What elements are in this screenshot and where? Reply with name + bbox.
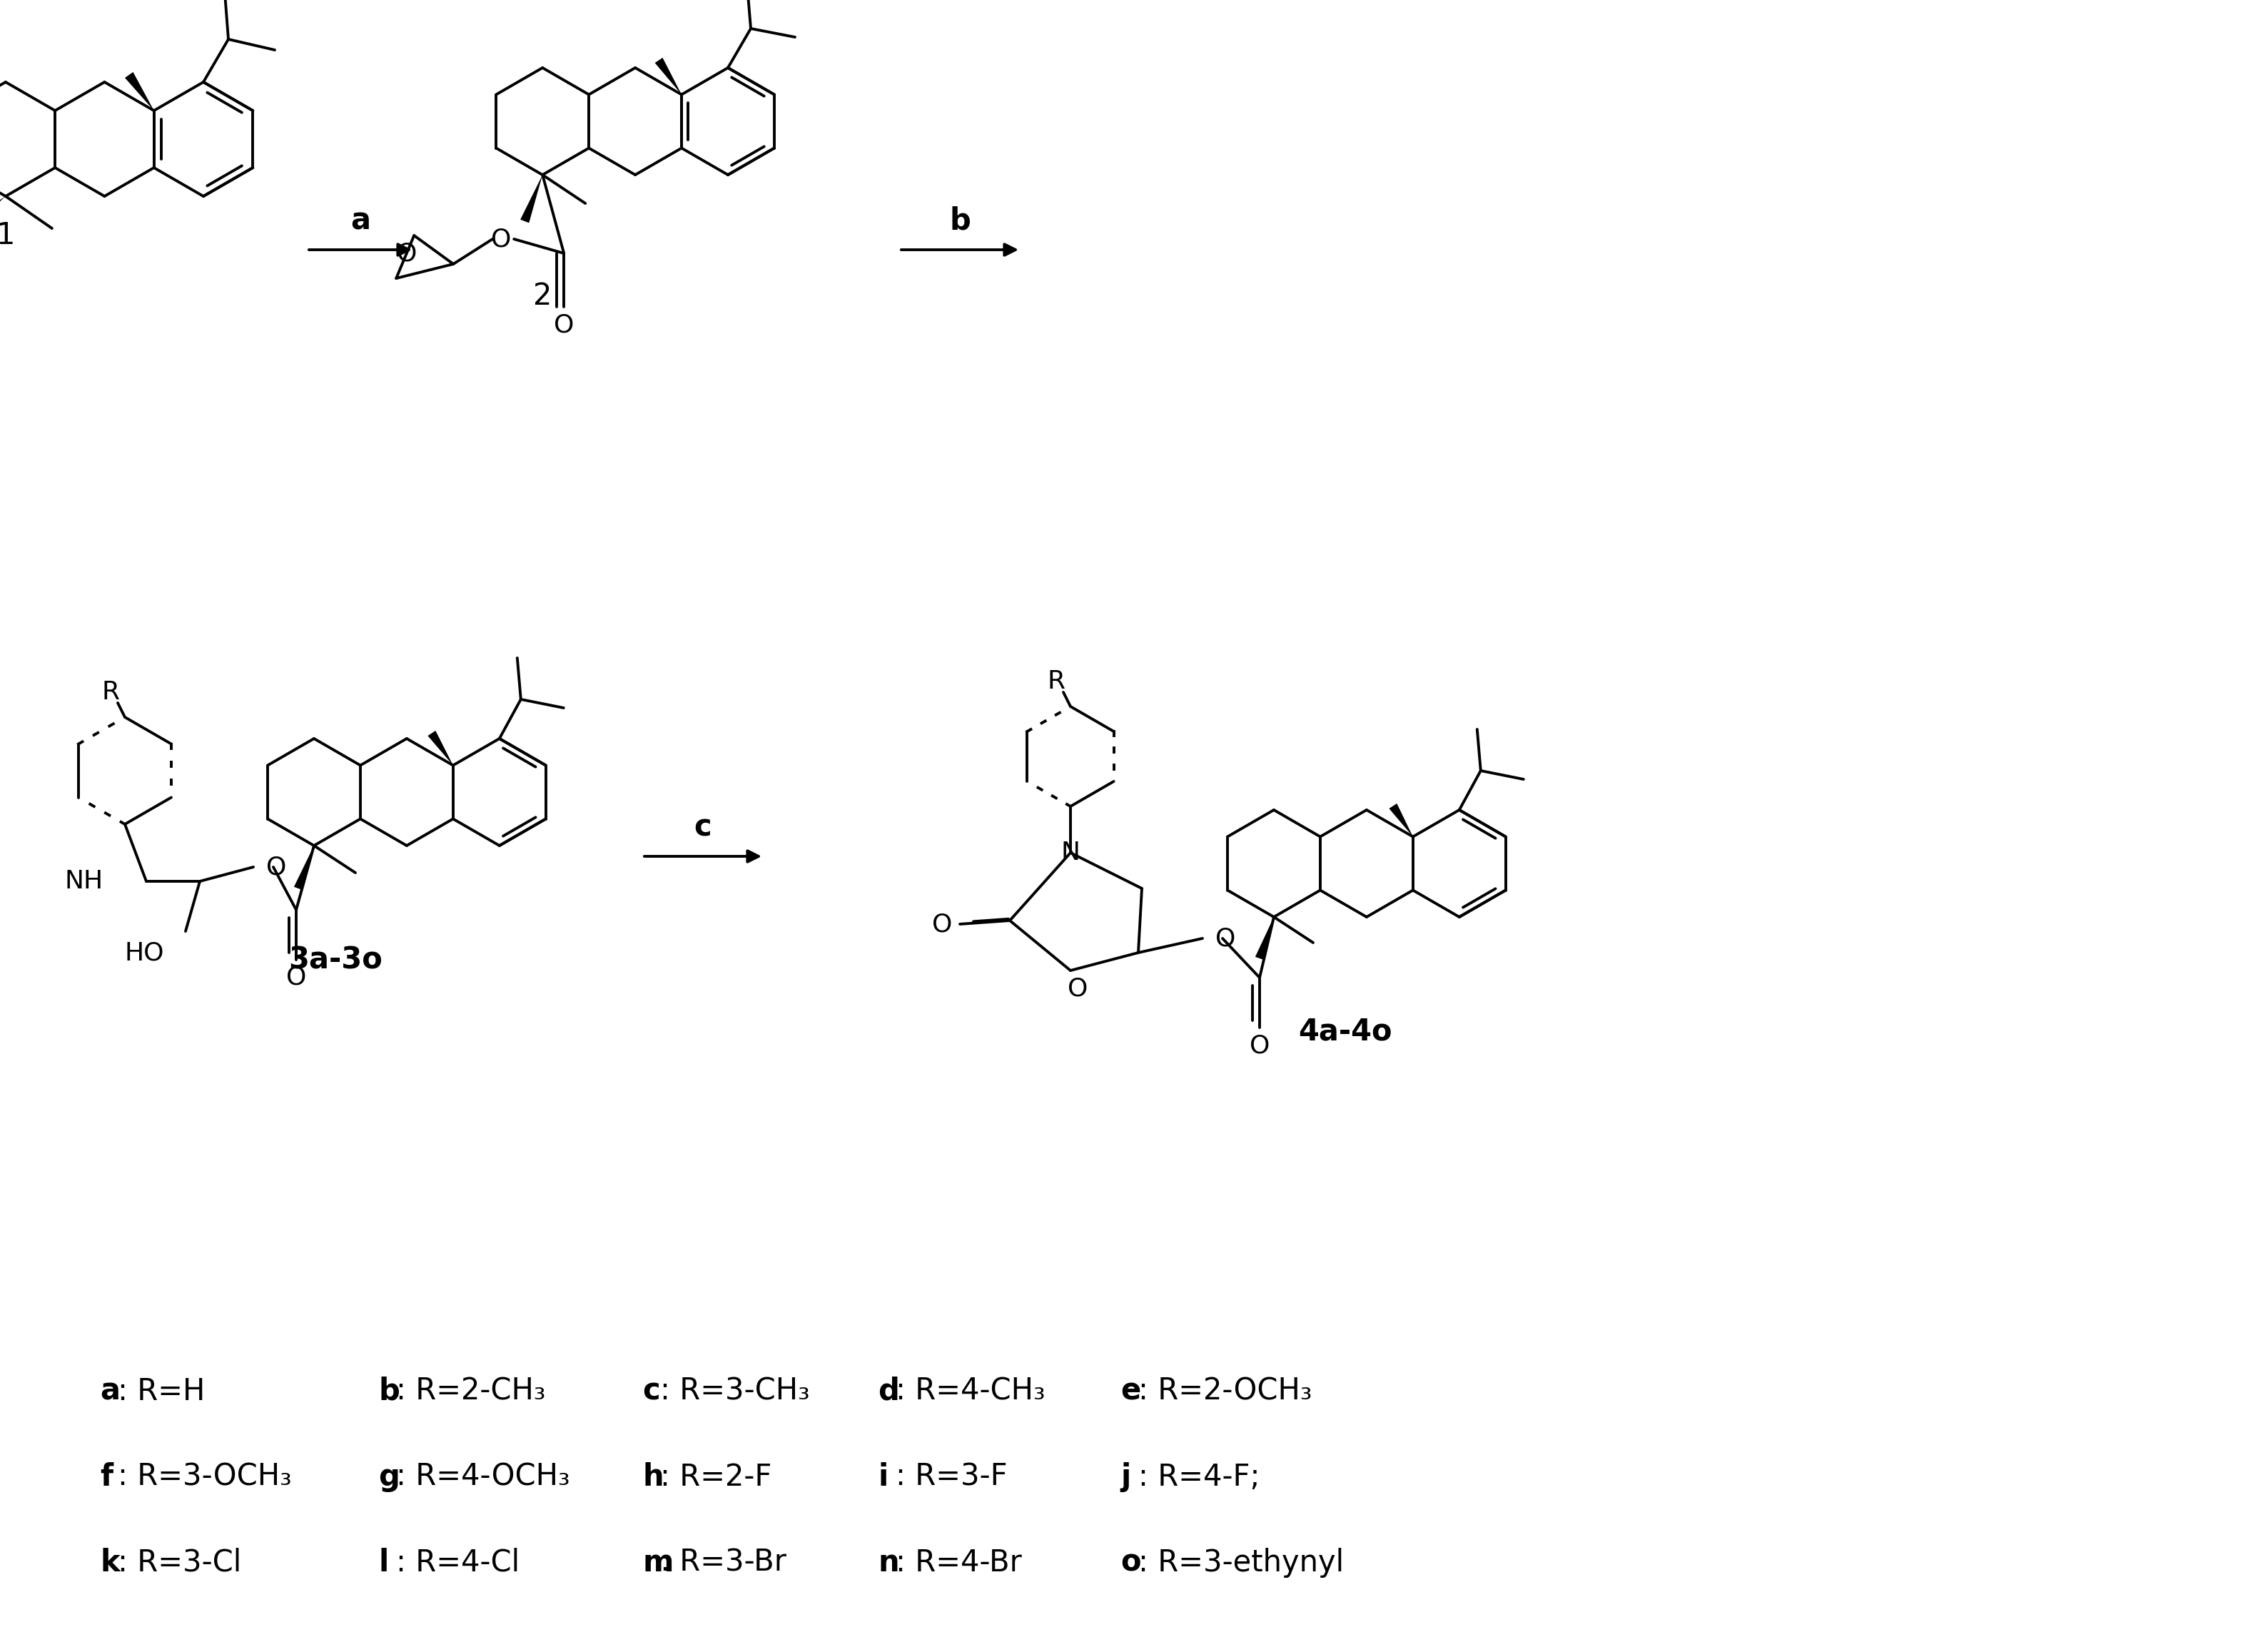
Text: NH: NH xyxy=(66,869,104,894)
Text: : R=4-Cl: : R=4-Cl xyxy=(397,1549,519,1578)
Text: m: m xyxy=(642,1549,674,1578)
Text: : R=3-ethynyl: : R=3-ethynyl xyxy=(1139,1549,1345,1578)
Text: O: O xyxy=(397,241,417,265)
Text: O: O xyxy=(1216,927,1236,951)
Polygon shape xyxy=(655,57,683,95)
Text: f: f xyxy=(100,1462,113,1493)
Text: : R=3-Br: : R=3-Br xyxy=(660,1549,787,1578)
Text: : R=3-CH₃: : R=3-CH₃ xyxy=(660,1377,810,1406)
Text: c: c xyxy=(642,1377,660,1406)
Text: : R=2-CH₃: : R=2-CH₃ xyxy=(397,1377,547,1406)
Text: O: O xyxy=(1250,1033,1270,1058)
Text: i: i xyxy=(878,1462,889,1493)
Text: o: o xyxy=(1120,1549,1141,1578)
Text: O: O xyxy=(265,855,286,879)
Text: j: j xyxy=(1120,1462,1132,1493)
Text: d: d xyxy=(878,1377,898,1406)
Text: h: h xyxy=(642,1462,665,1493)
Text: g: g xyxy=(379,1462,399,1493)
Text: e: e xyxy=(1120,1377,1141,1406)
Text: HO: HO xyxy=(125,941,163,964)
Text: 4a-4o: 4a-4o xyxy=(1297,1017,1393,1046)
Text: 2: 2 xyxy=(533,282,551,311)
Text: k: k xyxy=(100,1549,120,1578)
Text: : R=3-Cl: : R=3-Cl xyxy=(118,1549,240,1578)
Polygon shape xyxy=(0,196,5,239)
Text: b: b xyxy=(950,206,971,236)
Text: O: O xyxy=(932,912,953,936)
Text: : R=3-F: : R=3-F xyxy=(896,1462,1007,1493)
Text: : R=4-Br: : R=4-Br xyxy=(896,1549,1023,1578)
Text: O: O xyxy=(286,966,306,990)
Text: : R=3-OCH₃: : R=3-OCH₃ xyxy=(118,1462,293,1493)
Polygon shape xyxy=(1388,804,1413,837)
Text: : R=4-OCH₃: : R=4-OCH₃ xyxy=(397,1462,569,1493)
Text: : R=H: : R=H xyxy=(118,1377,204,1406)
Polygon shape xyxy=(1254,917,1275,959)
Text: O: O xyxy=(553,313,574,337)
Text: : R=2-OCH₃: : R=2-OCH₃ xyxy=(1139,1377,1313,1406)
Polygon shape xyxy=(519,175,542,223)
Text: n: n xyxy=(878,1549,898,1578)
Polygon shape xyxy=(295,846,313,891)
Text: 3a-3o: 3a-3o xyxy=(288,945,383,974)
Text: a: a xyxy=(349,206,370,236)
Text: R: R xyxy=(102,679,120,704)
Text: 1: 1 xyxy=(0,221,16,250)
Text: c: c xyxy=(694,814,712,843)
Text: O: O xyxy=(1068,976,1089,1000)
Text: O: O xyxy=(490,228,510,250)
Text: l: l xyxy=(379,1549,388,1578)
Text: R: R xyxy=(1048,670,1066,694)
Text: : R=4-F;: : R=4-F; xyxy=(1139,1462,1261,1493)
Polygon shape xyxy=(429,730,454,766)
Text: : R=2-F: : R=2-F xyxy=(660,1462,771,1493)
Text: b: b xyxy=(379,1377,399,1406)
Text: : R=4-CH₃: : R=4-CH₃ xyxy=(896,1377,1046,1406)
Text: a: a xyxy=(100,1377,120,1406)
Text: N: N xyxy=(1061,841,1080,864)
Polygon shape xyxy=(125,72,154,111)
